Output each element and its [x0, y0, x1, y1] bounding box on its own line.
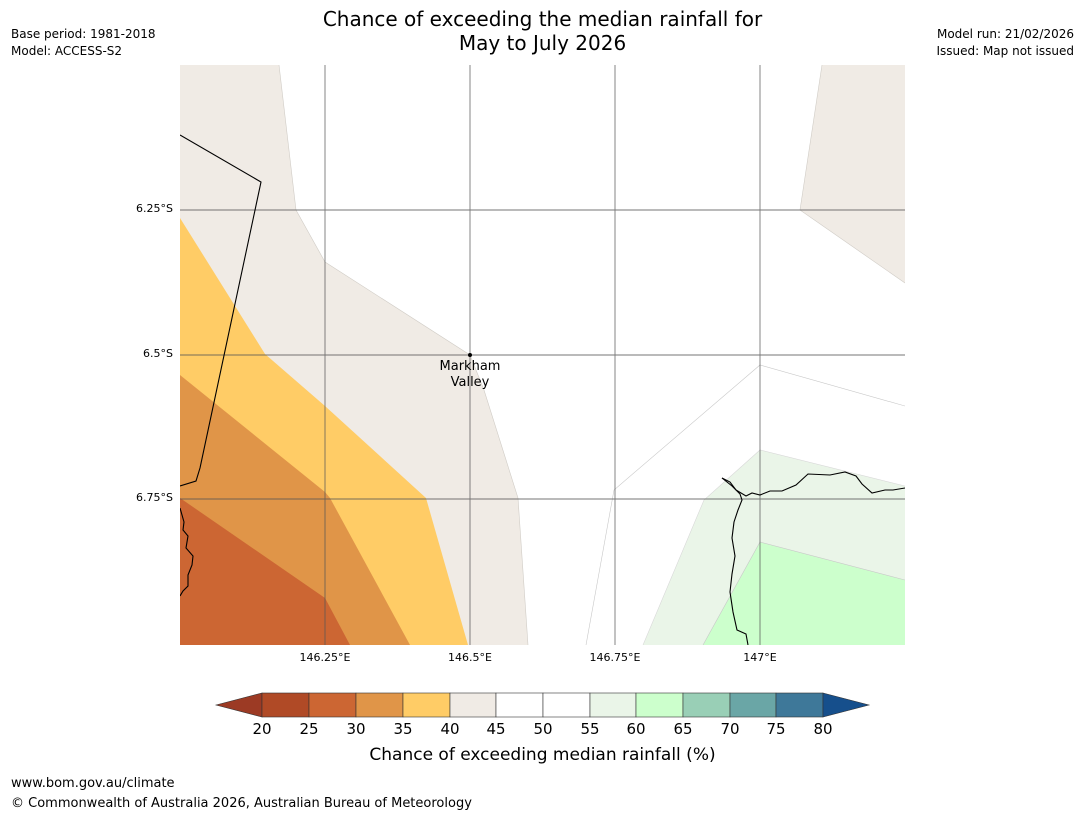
- colorbar-tick: 70: [720, 720, 740, 738]
- colorbar-tick: 25: [299, 720, 319, 738]
- base-period: Base period: 1981-2018: [11, 27, 156, 41]
- place-name-line-1: Markham: [439, 359, 501, 374]
- region-40-45-northeast: [800, 65, 905, 283]
- lon-label: 147°E: [743, 651, 777, 664]
- colorbar-cell: [308, 692, 357, 718]
- contour-line: [642, 449, 905, 645]
- colorbar-cell: [589, 692, 637, 718]
- coastline-east: [721, 471, 905, 497]
- colorbar-tick: 35: [393, 720, 413, 738]
- place-label: Markham Valley: [420, 359, 520, 391]
- lat-label: 6.5°S: [143, 347, 173, 360]
- footer-url: www.bom.gov.au/climate: [11, 776, 175, 791]
- colorbar-title: Chance of exceeding median rainfall (%): [369, 745, 716, 765]
- map-title: Chance of exceeding the median rainfall …: [0, 7, 1085, 55]
- model-name: Model: ACCESS-S2: [11, 44, 123, 58]
- colorbar-extend-low: [214, 692, 263, 718]
- map-plot-area: [180, 65, 905, 645]
- model-run: Model run: 21/02/2026: [936, 27, 1074, 41]
- title-line-2: May to July 2026: [458, 31, 627, 55]
- lon-label: 146.5°E: [448, 651, 492, 664]
- colorbar-cell: [542, 692, 591, 718]
- colorbar-cell: [402, 692, 451, 718]
- colorbar-cell: [355, 692, 404, 718]
- title-line-1: Chance of exceeding the median rainfall …: [322, 7, 763, 31]
- meta-right: Model run: 21/02/2026 Issued: Map not is…: [936, 26, 1074, 60]
- colorbar-cell: [635, 692, 684, 718]
- colorbar-cell: [261, 692, 310, 718]
- colorbar-tick: 55: [580, 720, 600, 738]
- colorbar-cell: [682, 692, 731, 718]
- colorbar-tick: 75: [766, 720, 786, 738]
- lon-label: 146.75°E: [589, 651, 641, 664]
- contour-line: [585, 364, 905, 645]
- colorbar-tick: 40: [440, 720, 460, 738]
- coastline-west: [180, 507, 194, 597]
- colorbar-tick: 45: [486, 720, 506, 738]
- colorbar-cell: [495, 692, 544, 718]
- lat-label: 6.75°S: [136, 491, 173, 504]
- lat-label: 6.25°S: [136, 202, 173, 215]
- colorbar-tick: 20: [252, 720, 272, 738]
- region-boundary: [180, 134, 262, 487]
- place-name-line-2: Valley: [450, 375, 490, 390]
- colorbar-cell: [449, 692, 497, 718]
- colorbar-tick: 30: [346, 720, 366, 738]
- colorbar-tick: 50: [533, 720, 553, 738]
- colorbar-extend-high: [822, 692, 871, 718]
- colorbar-cell: [729, 692, 777, 718]
- region-60-65: [703, 542, 905, 645]
- colorbar-tick: 65: [673, 720, 693, 738]
- issued-status: Issued: Map not issued: [936, 44, 1074, 58]
- colorbar-cell: [775, 692, 824, 718]
- region-25-30: [180, 498, 350, 645]
- meta-left: Base period: 1981-2018 Model: ACCESS-S2: [11, 26, 156, 60]
- footer-copyright: © Commonwealth of Australia 2026, Austra…: [11, 796, 472, 811]
- place-marker: [468, 353, 472, 357]
- colorbar-tick: 60: [626, 720, 646, 738]
- colorbar-tick: 80: [813, 720, 833, 738]
- lon-label: 146.25°E: [299, 651, 351, 664]
- coastline-river: [721, 477, 749, 645]
